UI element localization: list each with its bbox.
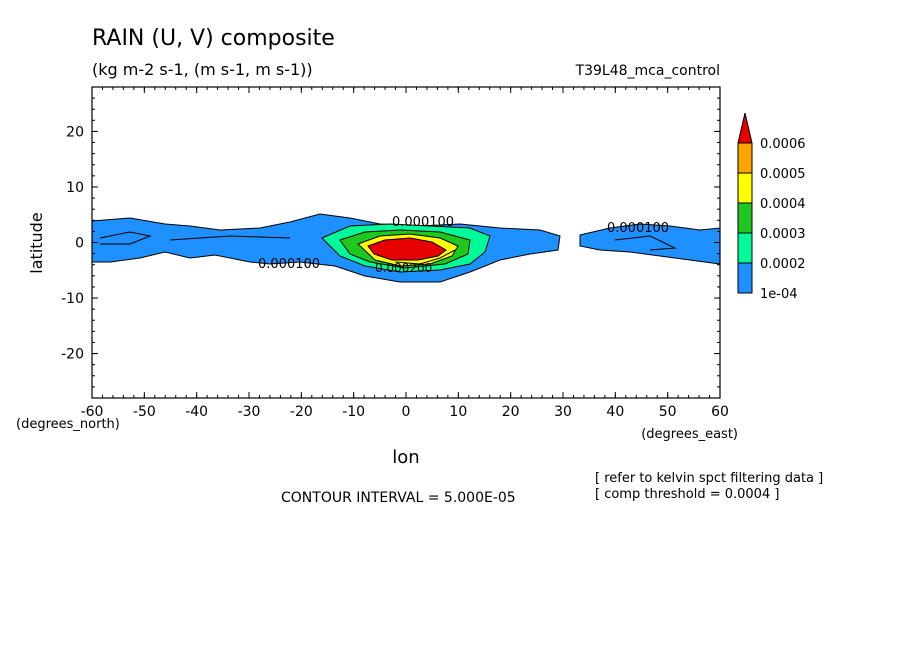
- x-tick-label: -50: [133, 404, 156, 420]
- contour-interval: CONTOUR INTERVAL = 5.000E-05: [281, 490, 516, 506]
- x-tick-label: 50: [659, 404, 677, 420]
- x-tick-label: -30: [238, 404, 261, 420]
- colorbar: 1e-04 0.0002 0.0003 0.0004 0.0005 0.0006: [737, 112, 806, 302]
- colorbar-swatch: [737, 232, 753, 264]
- contour-label: 0.000200: [375, 261, 432, 275]
- x-tick-label: 10: [449, 404, 467, 420]
- plot-area: 0.000100 0.000100 0.000100 0.000200 -60-…: [61, 86, 729, 420]
- contour-label: 0.000100: [607, 221, 669, 236]
- contour-line-center: [394, 249, 456, 265]
- contour-label: 0.000100: [258, 257, 320, 272]
- colorbar-swatch: [737, 142, 753, 174]
- x-tick-label: -40: [185, 404, 208, 420]
- x-tick-label: 60: [711, 404, 729, 420]
- colorbar-label: 0.0006: [760, 137, 806, 152]
- x-axis-ticks: -60 -50 -40 -30 -20 -10 0 10 20 30 40 50 60: [81, 87, 729, 420]
- contour-line-mid: [169, 235, 291, 241]
- y-tick-label: 20: [66, 124, 84, 140]
- y-tick-label: 10: [66, 180, 84, 196]
- y-axis-label: latitude: [27, 212, 46, 273]
- footer-note-1: [ refer to kelvin spct filtering data ]: [595, 471, 823, 486]
- contour-line-west: [99, 231, 152, 245]
- x-axis-label: lon: [392, 447, 419, 468]
- run-label: T39L48_mca_control: [575, 63, 720, 79]
- colorbar-label: 0.0004: [760, 197, 806, 212]
- colorbar-swatch: [737, 202, 753, 234]
- y-axis-units: (degrees_north): [16, 417, 120, 432]
- y-tick-label: 0: [75, 236, 84, 252]
- rain-core-0006: [367, 237, 447, 261]
- footer-note-2: [ comp threshold = 0.0004 ]: [595, 487, 779, 502]
- x-tick-label: 40: [606, 404, 624, 420]
- y-tick-label: -20: [61, 347, 84, 363]
- filled-contours: [91, 213, 721, 283]
- contour-label: 0.000100: [392, 215, 454, 230]
- colorbar-label: 0.0003: [760, 227, 806, 242]
- y-tick-label: -10: [61, 291, 84, 307]
- colorbar-swatch: [737, 172, 753, 204]
- x-axis-units: (degrees_east): [641, 427, 738, 442]
- colorbar-top-triangle: [737, 112, 753, 144]
- colorbar-label: 1e-04: [760, 287, 798, 302]
- x-tick-label: 30: [554, 404, 572, 420]
- x-tick-label: -20: [290, 404, 313, 420]
- colorbar-label: 0.0005: [760, 167, 806, 182]
- colorbar-swatch: [737, 262, 753, 294]
- x-tick-label: 20: [502, 404, 520, 420]
- y-axis-ticks: 20 10 0 -10 -20: [61, 86, 720, 399]
- chart-subtitle: (kg m-2 s-1, (m s-1, m s-1)): [92, 60, 313, 79]
- chart-title: RAIN (U, V) composite: [92, 26, 335, 51]
- contour-line-east: [614, 235, 677, 251]
- x-tick-label: 0: [402, 404, 411, 420]
- colorbar-label: 0.0002: [760, 257, 806, 272]
- x-tick-label: -10: [342, 404, 365, 420]
- x-tick-label: -60: [81, 404, 104, 420]
